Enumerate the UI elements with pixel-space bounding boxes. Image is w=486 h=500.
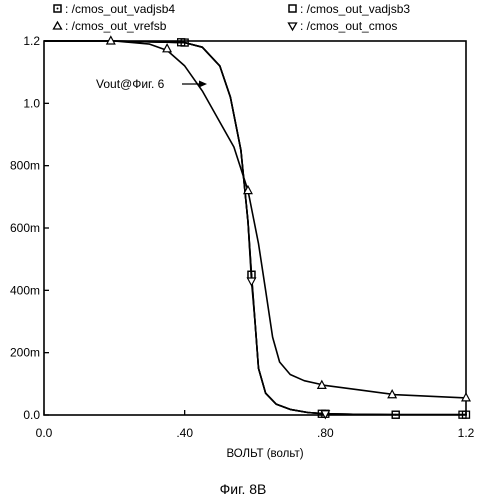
x-tick-label: 0.0: [36, 426, 53, 440]
legend: : /cmos_out_vadjsb4 : /cmos_out_vadjsb3 …: [54, 2, 411, 33]
legend-label-vrefsb: : /cmos_out_vrefsb: [65, 19, 167, 33]
annotation: Vout@Фиг. 6: [96, 77, 207, 91]
annotation-arrowhead: [199, 81, 207, 88]
legend-item-cmos: : /cmos_out_cmos: [289, 19, 398, 33]
y-tick-label: 800m: [10, 159, 40, 173]
data-point-dot-cmos-out-vadjsb4: [250, 274, 252, 276]
y-tick-label: 1.0: [23, 96, 40, 110]
y-tick-label: 400m: [10, 283, 40, 297]
legend-marker-dot: [57, 8, 59, 10]
legend-item-vrefsb: : /cmos_out_vrefsb: [54, 19, 167, 33]
x-tick-label: .80: [317, 426, 334, 440]
series-layer: [44, 41, 466, 415]
series-line-cmos-out-vrefsb: [44, 41, 466, 398]
y-tick-label: 1.2: [23, 34, 40, 48]
y-tick-label: 600m: [10, 221, 40, 235]
y-tick-label: 0.0: [23, 408, 40, 422]
legend-label-vadjsb4: : /cmos_out_vadjsb4: [65, 2, 175, 16]
data-point-cmos-out-cmos: [247, 278, 255, 286]
legend-item-vadjsb4: : /cmos_out_vadjsb4: [54, 2, 175, 16]
legend-label-vadjsb3: : /cmos_out_vadjsb3: [300, 2, 410, 16]
legend-item-vadjsb3: : /cmos_out_vadjsb3: [289, 2, 410, 16]
data-point-cmos-out-vrefsb: [163, 44, 171, 52]
data-point-dot-cmos-out-vadjsb4: [395, 414, 397, 416]
figure-caption: Фиг. 8B: [220, 481, 267, 497]
y-tick-label: 200m: [10, 346, 40, 360]
x-tick-label: 1.2: [458, 426, 475, 440]
legend-label-cmos: : /cmos_out_cmos: [300, 19, 397, 33]
x-axis-label: ВОЛЬТ (вольт): [226, 448, 303, 460]
legend-marker-square: [289, 5, 296, 12]
legend-marker-triangle-down: [289, 23, 297, 30]
legend-marker-triangle-up: [54, 22, 62, 29]
annotation-label: Vout@Фиг. 6: [96, 77, 165, 91]
marker-layer: [107, 37, 470, 419]
axes: 0.0 200m 400m 600m 800m 1.0 1.2 0.0 .40 .80 1.2: [10, 34, 475, 440]
x-tick-label: .40: [176, 426, 193, 440]
